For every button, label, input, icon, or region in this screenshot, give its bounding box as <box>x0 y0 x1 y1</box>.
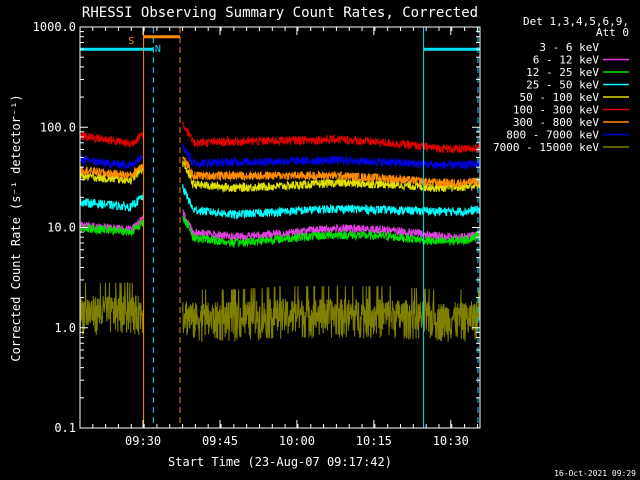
legend-entry-label: 7000 - 15000 keV <box>493 141 599 154</box>
y-tick-label: 0.1 <box>54 421 76 435</box>
series-line-6 <box>182 156 480 188</box>
series-line-7 <box>182 143 480 170</box>
legend-entry-label: 50 - 100 keV <box>520 91 600 104</box>
series-line-7 <box>80 153 144 170</box>
series-layer <box>80 121 480 342</box>
series-line-4 <box>182 160 480 193</box>
series-line-5 <box>182 121 480 155</box>
y-axis-label: Corrected Count Rate (s⁻¹ detector⁻¹) <box>9 94 23 361</box>
legend-entry-label: 3 - 6 keV <box>539 41 599 54</box>
legend-entry-label: 800 - 7000 keV <box>506 129 599 142</box>
x-axis-label: Start Time (23-Aug-07 09:17:42) <box>168 455 392 469</box>
series-line-5 <box>80 131 144 149</box>
legend-entry-label: 6 - 12 keV <box>533 54 600 67</box>
y-tick-label: 1.0 <box>54 321 76 335</box>
y-tick-label: 100.0 <box>40 120 76 134</box>
y-tick-label: 1000.0 <box>33 20 76 34</box>
legend-entry-label: 25 - 50 keV <box>526 79 599 92</box>
chart-title: RHESSI Observing Summary Count Rates, Co… <box>82 5 478 21</box>
flag-label: N <box>155 44 161 55</box>
series-line-2 <box>80 219 144 237</box>
legend-header: Att 0 <box>596 26 629 39</box>
series-line-0 <box>80 247 144 311</box>
series-line-1 <box>80 215 144 234</box>
x-tick-label: 10:15 <box>356 434 392 448</box>
flag-label: S <box>128 36 134 47</box>
x-tick-label: 10:00 <box>279 434 315 448</box>
footer-timestamp: 16-Oct-2021 09:29 <box>554 469 636 478</box>
x-tick-label: 09:30 <box>125 434 161 448</box>
series-line-8 <box>182 285 480 342</box>
legend-entry-label: 300 - 800 keV <box>513 116 599 129</box>
axes-layer: 0.1 1.0 10.0 100.0 1000.0 09:30 09:45 10:00 10:1… <box>33 20 480 448</box>
x-tick-label: 10:30 <box>433 434 469 448</box>
legend-header: Det 1,3,4,5,6,9, <box>523 15 629 28</box>
series-line-6 <box>80 162 144 181</box>
series-line-2 <box>182 215 480 249</box>
series-line-3 <box>182 184 480 220</box>
series-line-8 <box>80 282 144 336</box>
x-tick-label: 09:45 <box>202 434 238 448</box>
y-tick-label: 10.0 <box>47 221 76 235</box>
series-line-3 <box>80 192 144 212</box>
legend-entry-label: 12 - 25 keV <box>526 66 599 79</box>
legend-entry-label: 100 - 300 keV <box>513 104 599 117</box>
